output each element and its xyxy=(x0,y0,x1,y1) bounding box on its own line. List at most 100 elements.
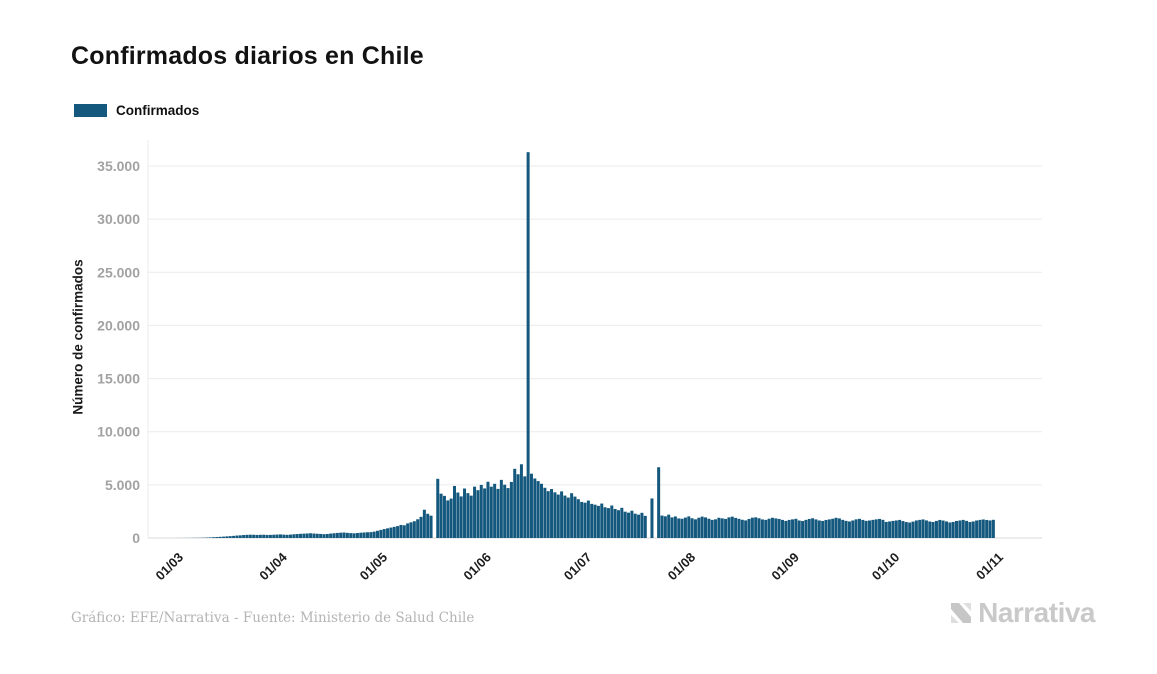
bar xyxy=(857,518,861,538)
bar xyxy=(570,493,574,538)
bar xyxy=(620,507,624,538)
bar xyxy=(928,521,932,538)
x-tick-label: 01/07 xyxy=(561,550,595,584)
x-tick-label: 01/03 xyxy=(153,550,187,584)
bar xyxy=(834,517,838,538)
bar xyxy=(509,481,513,538)
bar xyxy=(704,517,708,538)
bar xyxy=(399,524,403,538)
narrativa-logo-icon xyxy=(951,603,972,623)
bar xyxy=(898,519,902,538)
bar xyxy=(720,518,724,538)
bar xyxy=(419,516,423,538)
bar xyxy=(315,533,319,538)
bar xyxy=(683,517,687,538)
bar xyxy=(777,518,781,538)
bar xyxy=(975,520,979,538)
bar xyxy=(533,478,537,538)
bar xyxy=(847,521,851,538)
bar xyxy=(780,519,784,538)
bar xyxy=(921,519,925,538)
bar xyxy=(714,519,718,538)
bar xyxy=(362,532,366,538)
bar xyxy=(693,519,697,538)
bar xyxy=(469,495,473,538)
bar xyxy=(894,520,898,538)
page-title: Confirmados diarios en Chile xyxy=(71,42,424,70)
x-tick-label: 01/05 xyxy=(357,550,391,584)
bar xyxy=(449,498,453,538)
bar xyxy=(325,533,329,538)
bar xyxy=(807,518,811,538)
bar xyxy=(764,519,768,538)
bar xyxy=(951,521,955,538)
bar xyxy=(730,516,734,538)
bar xyxy=(235,535,239,538)
bar xyxy=(345,532,349,538)
y-tick-label: 25.000 xyxy=(97,264,140,280)
legend-label: Confirmados xyxy=(116,103,200,118)
bar xyxy=(841,519,845,538)
bar xyxy=(506,488,510,538)
bar xyxy=(265,534,269,538)
bar xyxy=(948,522,952,538)
bar xyxy=(513,468,517,538)
bar xyxy=(329,533,333,538)
bar xyxy=(965,520,969,538)
bar xyxy=(888,521,892,538)
bar xyxy=(630,510,634,538)
bar xyxy=(339,532,343,538)
bar xyxy=(955,520,959,538)
bar xyxy=(861,519,865,538)
bar xyxy=(305,533,309,538)
bar xyxy=(941,520,945,538)
bar xyxy=(623,511,627,538)
bar xyxy=(426,513,430,538)
y-tick-label: 5.000 xyxy=(105,477,140,493)
bar xyxy=(439,493,443,538)
bar xyxy=(282,534,286,538)
bar xyxy=(797,520,801,538)
bar xyxy=(386,528,390,538)
bar xyxy=(412,521,416,538)
bar xyxy=(576,499,580,538)
y-tick-label: 15.000 xyxy=(97,371,140,387)
bar xyxy=(606,508,610,538)
bar xyxy=(349,533,353,538)
bar xyxy=(791,519,795,538)
bar xyxy=(242,535,246,538)
bar xyxy=(396,526,400,538)
bar xyxy=(496,488,500,538)
bar xyxy=(914,520,918,538)
bar xyxy=(540,483,544,538)
bar xyxy=(586,500,590,538)
bar xyxy=(476,490,480,538)
bar xyxy=(710,519,714,538)
bar xyxy=(734,517,738,538)
bar xyxy=(486,481,490,538)
bar xyxy=(416,519,420,538)
bar xyxy=(255,534,259,538)
bar xyxy=(968,522,972,538)
bar xyxy=(288,534,292,538)
bar xyxy=(643,515,647,538)
bar xyxy=(593,504,597,538)
bar xyxy=(392,526,396,538)
bar xyxy=(740,519,744,538)
bar xyxy=(553,492,557,538)
bar xyxy=(724,518,728,538)
bar xyxy=(911,521,915,538)
bar xyxy=(831,518,835,538)
bar xyxy=(784,520,788,538)
narrativa-logo: Narrativa xyxy=(947,597,1095,629)
y-tick-label: 10.000 xyxy=(97,424,140,440)
bar xyxy=(302,533,306,538)
bar xyxy=(670,517,674,538)
bar xyxy=(309,533,313,538)
bar xyxy=(677,518,681,538)
x-tick-label: 01/04 xyxy=(256,549,290,583)
bar xyxy=(245,534,249,538)
legend-swatch-icon xyxy=(74,104,107,117)
bar xyxy=(456,492,460,538)
bar xyxy=(238,535,242,538)
